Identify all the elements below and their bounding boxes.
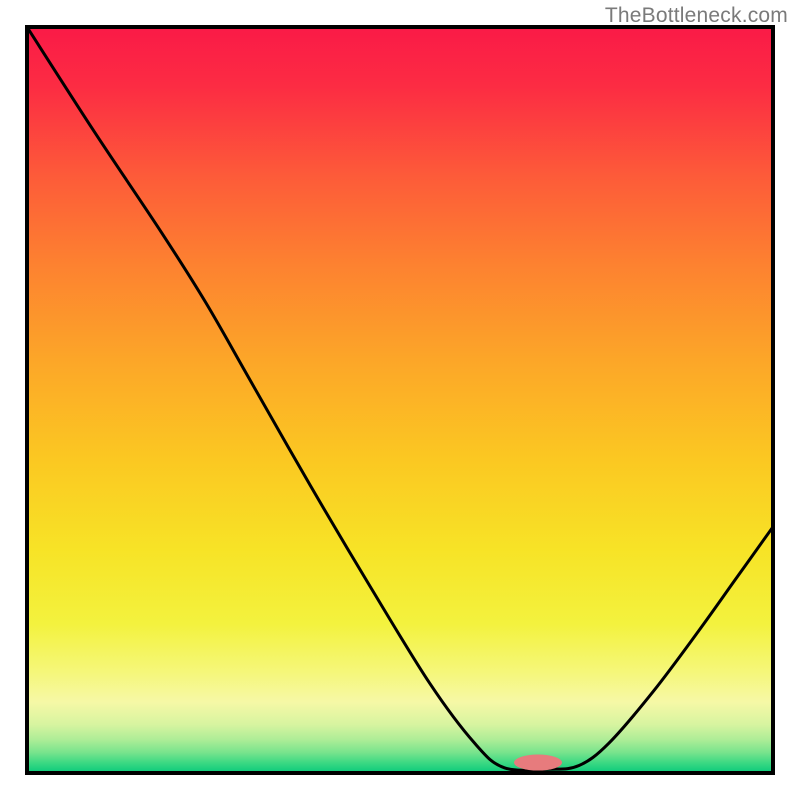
- chart-canvas: TheBottleneck.com: [0, 0, 800, 800]
- watermark-text: TheBottleneck.com: [605, 4, 788, 28]
- bottleneck-chart: [0, 0, 800, 800]
- chart-background: [27, 27, 773, 773]
- optimal-marker: [514, 755, 562, 771]
